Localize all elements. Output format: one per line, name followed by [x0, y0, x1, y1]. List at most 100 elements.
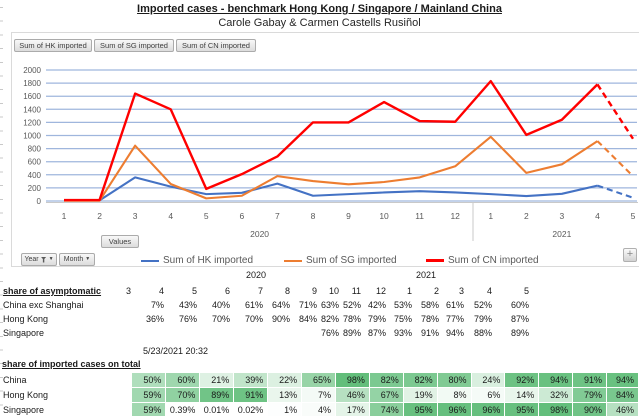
y-axis-tick-label: 2000: [23, 66, 41, 75]
table-cell: 43%: [179, 300, 198, 310]
table-cell: 95%: [504, 402, 540, 416]
table-cell: 70%: [212, 314, 231, 324]
x-axis-month-label: 10: [379, 211, 389, 221]
table-cell: 95%: [403, 402, 438, 416]
month-header-cell: 3: [459, 286, 465, 296]
table-cell: 88%: [474, 328, 493, 338]
table-cell: 93%: [394, 328, 413, 338]
legend-item-hk: Sum of HK imported: [141, 255, 253, 266]
table-cell: 78%: [421, 314, 440, 324]
month-header-cell: 7: [258, 286, 264, 296]
table-cell: 96%: [471, 402, 506, 416]
month-header-cell: 6: [225, 286, 231, 296]
row-label: China: [3, 375, 27, 386]
pivot-chart-frame: Sum of HK imported Sum of SG imported Su…: [11, 32, 639, 267]
year-filter-label: Year: [24, 256, 39, 263]
table-cell: 70%: [165, 387, 201, 403]
table-cell: 82%: [403, 373, 438, 388]
timestamp: 5/23/2021 20:32: [143, 346, 209, 356]
table-cell: 14%: [504, 387, 540, 403]
table-cell: 46%: [335, 387, 370, 403]
table-cell: 76%: [179, 314, 198, 324]
table-cell: 96%: [437, 402, 472, 416]
table-cell: 80%: [437, 373, 472, 388]
table-cell: 61%: [245, 300, 264, 310]
x-axis-year-label-2021: 2021: [552, 229, 571, 239]
table-cell: 63%: [321, 300, 340, 310]
y-axis-tick-label: 1800: [23, 79, 41, 88]
table-cell: 50%: [132, 373, 167, 388]
x-axis-month-label: 9: [346, 211, 351, 221]
x-axis-month-label: 7: [275, 211, 280, 221]
table-row: Hong Kong 59% 70% 89% 91% 13% 7% 46% 67% 19% 8% 6% 1…: [2, 387, 639, 403]
table-cell: 21%: [199, 373, 235, 388]
month-header-cell: 5: [192, 286, 198, 296]
chart-add-button[interactable]: +: [623, 248, 637, 262]
y-axis-tick-label: 200: [28, 184, 42, 193]
month-filter-label: Month: [63, 256, 84, 263]
table-cell: 84%: [606, 387, 639, 403]
month-header-cell: 4: [487, 286, 493, 296]
month-header-cell: 12: [376, 286, 387, 296]
asymptomatic-table: share of asymptomatic 3 4 5 6 7 8 9 10 11 12 1 2 3 4 5 C…: [2, 284, 532, 340]
asym-year-label-2021: 2021: [415, 270, 437, 280]
row-label: Hong Kong: [3, 390, 49, 400]
table-cell: 52%: [474, 300, 493, 310]
chevron-down-icon: ▼: [85, 256, 91, 262]
series-line-sg: [64, 135, 599, 202]
row-label: Hong Kong: [3, 314, 49, 324]
table-cell: 52%: [343, 300, 362, 310]
table-cell: 92%: [504, 373, 540, 388]
table-cell: 91%: [233, 387, 269, 403]
table-cell: 79%: [572, 387, 608, 403]
legend-line-hk: [141, 259, 159, 262]
table-cell: 13%: [267, 387, 303, 403]
values-area-button[interactable]: Values: [101, 235, 139, 248]
y-axis-tick-label: 800: [28, 145, 42, 154]
x-axis-month-label: 1: [488, 211, 493, 221]
table-cell: 91%: [572, 373, 608, 388]
month-filter-button[interactable]: Month ▼: [59, 253, 95, 266]
table-cell: 82%: [369, 373, 404, 388]
row-label: China exc Shanghai: [3, 300, 84, 310]
month-header-cell: 8: [285, 286, 291, 296]
table-cell: 90%: [572, 402, 608, 416]
table-cell: 84%: [299, 314, 318, 324]
table-cell: 75%: [394, 314, 413, 324]
table-cell: 89%: [511, 328, 530, 338]
legend-line-sg: [284, 259, 302, 262]
table-cell: 70%: [245, 314, 264, 324]
x-axis-month-label: 6: [239, 211, 244, 221]
table-cell: 19%: [403, 387, 438, 403]
month-header-cell: 1: [407, 286, 413, 296]
x-axis-month-label: 3: [560, 211, 565, 221]
table-cell: 24%: [471, 373, 506, 388]
table-row: Singapore 76% 89% 87% 93% 91% 94% 88% 89%: [2, 326, 532, 340]
table-row: China exc Shanghai 7% 43% 40% 61% 64% 71% 63% 52…: [2, 298, 532, 312]
table-cell: 74%: [369, 402, 404, 416]
asym-table-title: share of asymptomatic: [3, 286, 102, 296]
pivot-field-button-hk[interactable]: Sum of HK imported: [14, 39, 92, 52]
imported-table-title: share of imported cases on total: [2, 359, 141, 369]
table-cell: 82%: [321, 314, 340, 324]
table-cell: 0.02%: [233, 402, 269, 416]
legend-item-sg: Sum of SG imported: [284, 255, 397, 266]
table-cell: 36%: [146, 314, 165, 324]
table-cell: [293, 326, 320, 340]
series-line-sg-forecast: [596, 140, 634, 177]
x-axis-month-label: 2: [97, 211, 102, 221]
pivot-field-button-sg[interactable]: Sum of SG imported: [94, 39, 174, 52]
y-axis-tick-label: 400: [28, 171, 42, 180]
table-cell: 91%: [421, 328, 440, 338]
table-cell: 67%: [369, 387, 404, 403]
table-cell: 0.39%: [165, 402, 201, 416]
pivot-field-button-cn[interactable]: Sum of CN imported: [176, 39, 256, 52]
table-cell: 39%: [233, 373, 269, 388]
year-filter-button[interactable]: Year ▼: [21, 253, 57, 266]
month-header-cell: 9: [312, 286, 318, 296]
table-cell: 98%: [335, 373, 370, 388]
table-cell: 17%: [335, 402, 370, 416]
table-cell: 42%: [368, 300, 387, 310]
table-cell: 77%: [446, 314, 465, 324]
table-cell: 32%: [538, 387, 574, 403]
